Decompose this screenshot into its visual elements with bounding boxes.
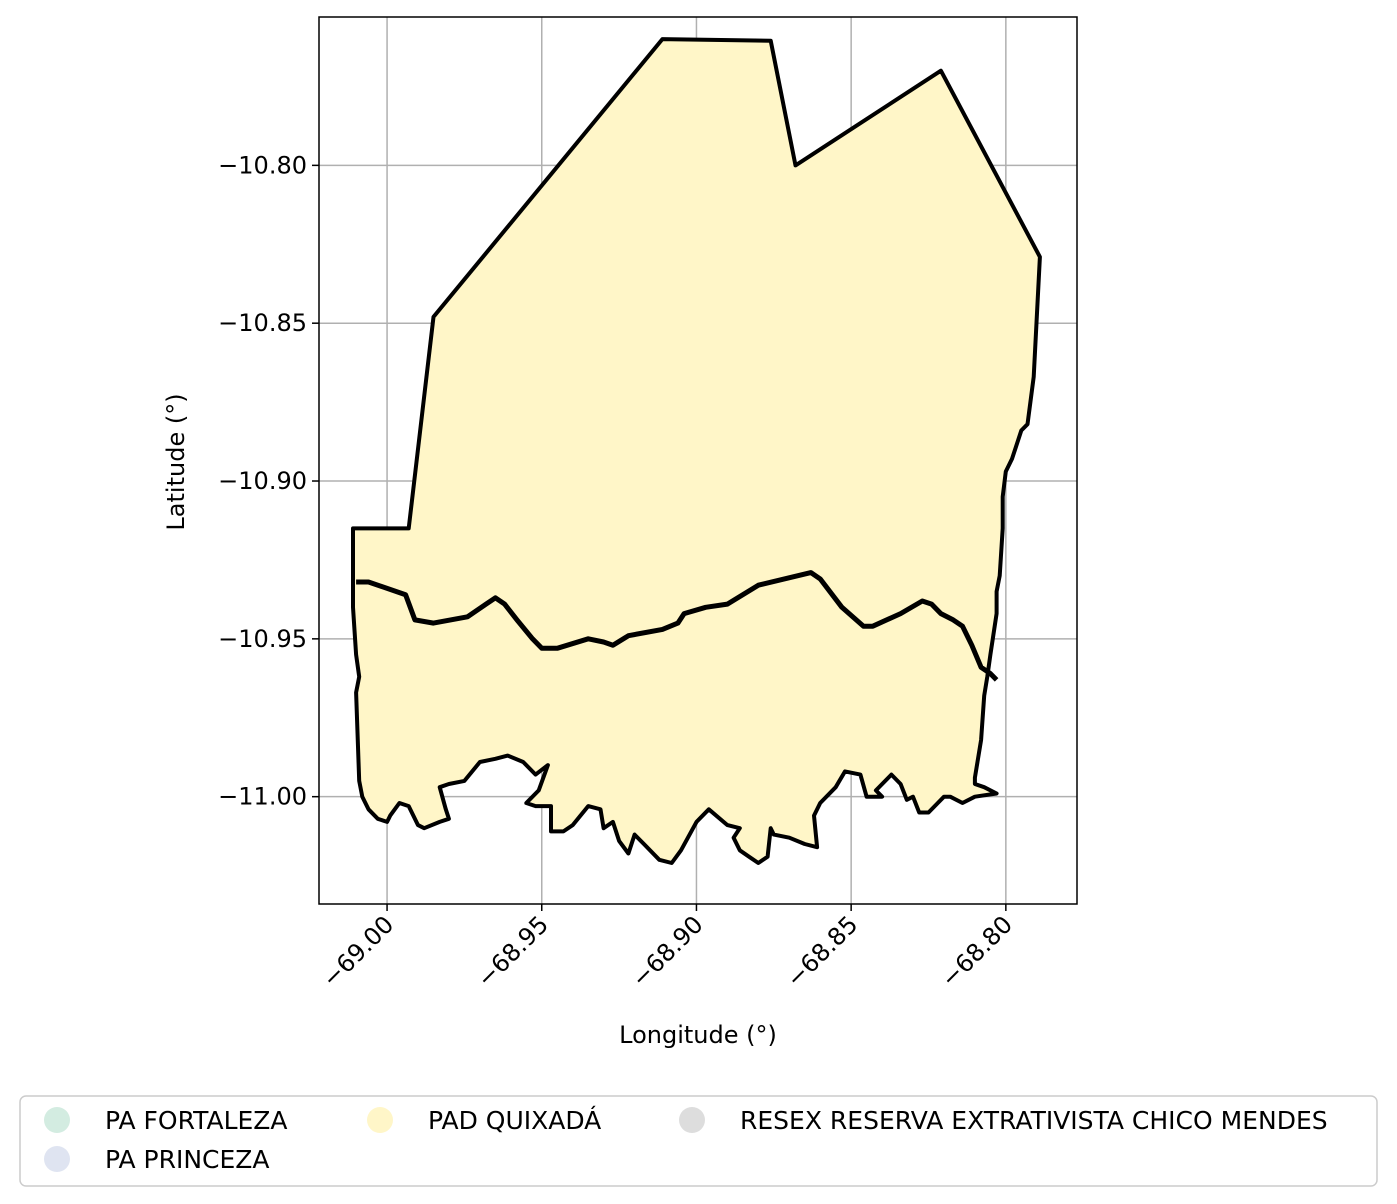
legend-marker-0 xyxy=(44,1107,70,1133)
boundary-lines xyxy=(356,570,999,682)
legend-label-2: PAD QUIXADÁ xyxy=(428,1106,601,1135)
plot-area xyxy=(318,16,1078,905)
x-tick-label-0: −69.00 xyxy=(317,910,400,993)
legend: PA FORTALEZA PA PRINCEZA PAD QUIXADÁ RESEX … xyxy=(19,1095,1378,1187)
y-tick-label-0: −10.80 xyxy=(218,151,307,179)
y-axis-label: Latitude (°) xyxy=(162,393,190,530)
x-axis-ticks: −69.00 −68.95 −68.90 −68.85 −68.80 xyxy=(317,904,1018,993)
y-tick-label-3: −10.95 xyxy=(218,625,307,653)
y-tick-label-1: −10.85 xyxy=(218,309,307,337)
legend-label-0: PA FORTALEZA xyxy=(105,1106,288,1135)
y-tick-label-2: −10.90 xyxy=(218,467,307,495)
legend-frame xyxy=(19,1095,1378,1187)
x-axis-label: Longitude (°) xyxy=(619,1021,777,1049)
legend-entries: PA FORTALEZA PA PRINCEZA PAD QUIXADÁ RESEX … xyxy=(44,1106,1328,1174)
legend-marker-2 xyxy=(367,1107,393,1133)
y-tick-label-4: −11.00 xyxy=(218,783,307,811)
map-polygon-0 xyxy=(351,37,1042,865)
x-tick-label-4: −68.80 xyxy=(935,910,1018,993)
map-features xyxy=(351,37,1042,865)
legend-marker-1 xyxy=(44,1146,70,1172)
legend-label-3: RESEX RESERVA EXTRATIVISTA CHICO MENDES xyxy=(740,1106,1328,1135)
x-tick-label-2: −68.90 xyxy=(626,910,709,993)
plot-frame xyxy=(318,16,1078,905)
legend-marker-3 xyxy=(679,1107,705,1133)
legend-label-1: PA PRINCEZA xyxy=(105,1145,270,1174)
boundary-line-0 xyxy=(356,570,999,682)
x-tick-label-1: −68.95 xyxy=(471,910,554,993)
x-tick-label-3: −68.85 xyxy=(781,910,864,993)
y-axis-ticks: −10.80 −10.85 −10.90 −10.95 −11.00 xyxy=(218,151,319,811)
